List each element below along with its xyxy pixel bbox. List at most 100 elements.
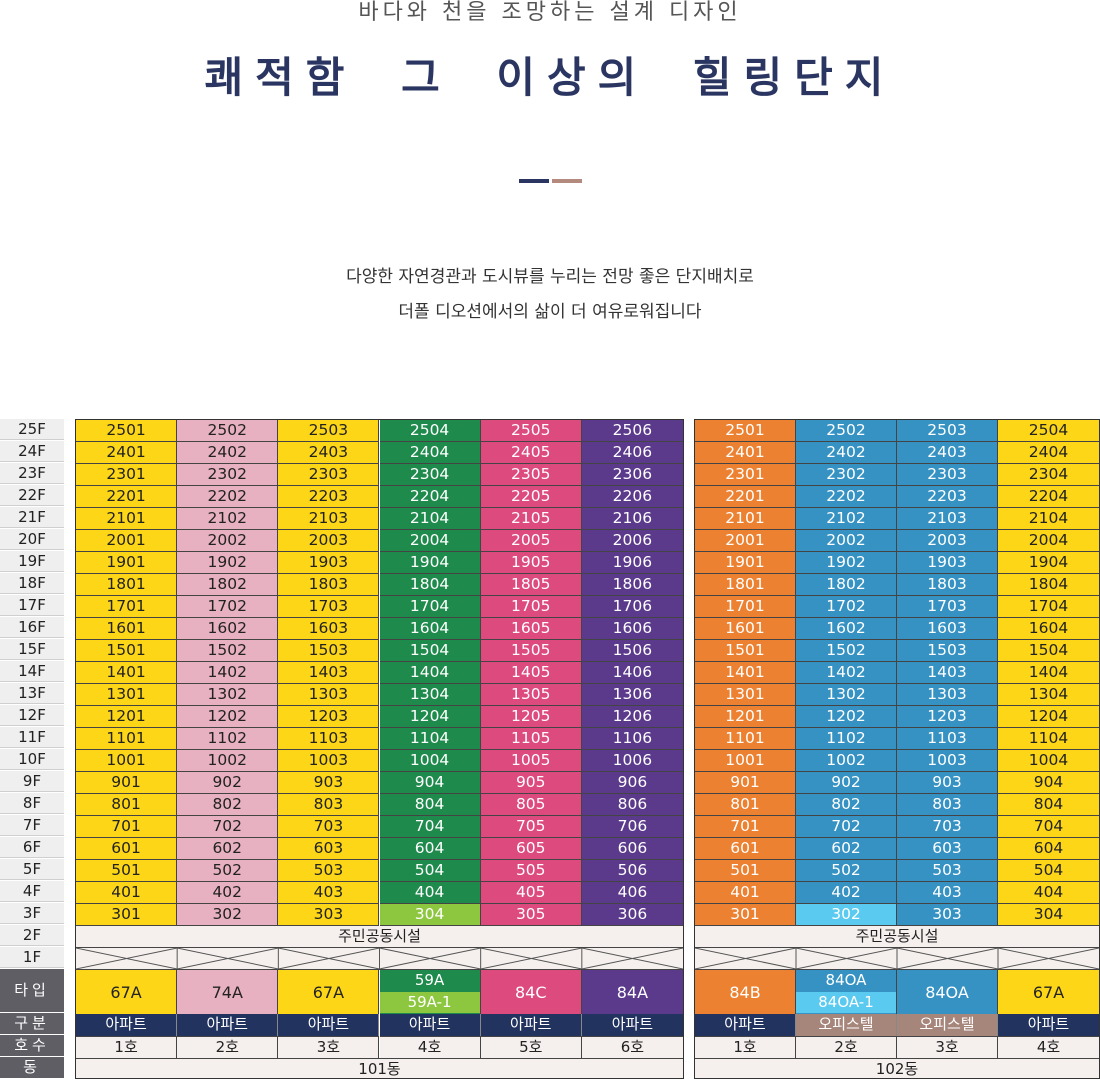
unit-cell[interactable]: 1503	[278, 640, 380, 662]
unit-cell[interactable]: 2101	[76, 508, 178, 530]
unit-cell[interactable]: 2102	[177, 508, 279, 530]
unit-cell[interactable]: 1102	[177, 728, 279, 750]
unit-cell[interactable]: 1003	[278, 750, 380, 772]
unit-cell[interactable]: 302	[796, 904, 897, 926]
unit-cell[interactable]: 1005	[480, 750, 582, 772]
unit-cell[interactable]: 405	[480, 882, 582, 904]
unit-cell[interactable]: 502	[177, 860, 279, 882]
unit-cell[interactable]: 302	[177, 904, 279, 926]
unit-cell[interactable]: 2402	[177, 442, 279, 464]
unit-cell[interactable]: 1204	[998, 706, 1099, 728]
unit-cell[interactable]: 1603	[278, 618, 380, 640]
unit-cell[interactable]: 804	[998, 794, 1099, 816]
unit-cell[interactable]: 1306	[581, 684, 683, 706]
unit-cell[interactable]: 1701	[695, 596, 796, 618]
unit-cell[interactable]: 1906	[581, 552, 683, 574]
unit-cell[interactable]: 2002	[796, 530, 897, 552]
unit-cell[interactable]: 901	[695, 772, 796, 794]
unit-cell[interactable]: 2304	[379, 464, 481, 486]
unit-cell[interactable]: 1501	[695, 640, 796, 662]
unit-cell[interactable]: 1705	[480, 596, 582, 618]
unit-cell[interactable]: 2301	[695, 464, 796, 486]
unit-cell[interactable]: 902	[177, 772, 279, 794]
unit-cell[interactable]: 601	[76, 838, 178, 860]
unit-cell[interactable]: 2306	[581, 464, 683, 486]
unit-cell[interactable]: 403	[278, 882, 380, 904]
unit-cell[interactable]: 1004	[379, 750, 481, 772]
unit-cell[interactable]: 2202	[177, 486, 279, 508]
unit-cell[interactable]: 2103	[278, 508, 380, 530]
unit-cell[interactable]: 1505	[480, 640, 582, 662]
unit-cell[interactable]: 1901	[76, 552, 178, 574]
unit-cell[interactable]: 1805	[480, 574, 582, 596]
unit-cell[interactable]: 903	[278, 772, 380, 794]
unit-cell[interactable]: 803	[897, 794, 998, 816]
unit-cell[interactable]: 802	[177, 794, 279, 816]
unit-cell[interactable]: 1106	[581, 728, 683, 750]
unit-cell[interactable]: 801	[695, 794, 796, 816]
unit-cell[interactable]: 503	[897, 860, 998, 882]
unit-cell[interactable]: 2104	[379, 508, 481, 530]
unit-cell[interactable]: 1702	[796, 596, 897, 618]
unit-cell[interactable]: 1802	[177, 574, 279, 596]
unit-cell[interactable]: 604	[379, 838, 481, 860]
unit-cell[interactable]: 902	[796, 772, 897, 794]
unit-cell[interactable]: 806	[581, 794, 683, 816]
unit-cell[interactable]: 701	[695, 816, 796, 838]
unit-cell[interactable]: 1303	[897, 684, 998, 706]
unit-cell[interactable]: 1902	[796, 552, 897, 574]
unit-cell[interactable]: 1706	[581, 596, 683, 618]
unit-cell[interactable]: 1303	[278, 684, 380, 706]
unit-cell[interactable]: 301	[695, 904, 796, 926]
unit-cell[interactable]: 1506	[581, 640, 683, 662]
unit-cell[interactable]: 1402	[177, 662, 279, 684]
unit-cell[interactable]: 504	[379, 860, 481, 882]
unit-cell[interactable]: 905	[480, 772, 582, 794]
unit-cell[interactable]: 2104	[998, 508, 1099, 530]
unit-cell[interactable]: 1502	[796, 640, 897, 662]
unit-cell[interactable]: 704	[379, 816, 481, 838]
unit-cell[interactable]: 2301	[76, 464, 178, 486]
unit-cell[interactable]: 1602	[177, 618, 279, 640]
unit-cell[interactable]: 903	[897, 772, 998, 794]
unit-cell[interactable]: 2201	[695, 486, 796, 508]
unit-cell[interactable]: 1401	[76, 662, 178, 684]
unit-cell[interactable]: 402	[177, 882, 279, 904]
unit-cell[interactable]: 2502	[177, 420, 279, 442]
unit-cell[interactable]: 1903	[897, 552, 998, 574]
unit-cell[interactable]: 306	[581, 904, 683, 926]
unit-cell[interactable]: 1202	[796, 706, 897, 728]
unit-cell[interactable]: 703	[278, 816, 380, 838]
unit-cell[interactable]: 2401	[695, 442, 796, 464]
unit-cell[interactable]: 1004	[998, 750, 1099, 772]
unit-cell[interactable]: 1301	[76, 684, 178, 706]
unit-cell[interactable]: 1606	[581, 618, 683, 640]
unit-cell[interactable]: 404	[998, 882, 1099, 904]
unit-cell[interactable]: 1002	[177, 750, 279, 772]
unit-cell[interactable]: 1904	[379, 552, 481, 574]
unit-cell[interactable]: 2102	[796, 508, 897, 530]
unit-cell[interactable]: 802	[796, 794, 897, 816]
unit-cell[interactable]: 504	[998, 860, 1099, 882]
unit-cell[interactable]: 1103	[278, 728, 380, 750]
unit-cell[interactable]: 2203	[278, 486, 380, 508]
unit-cell[interactable]: 1704	[379, 596, 481, 618]
unit-cell[interactable]: 2302	[796, 464, 897, 486]
unit-cell[interactable]: 1703	[278, 596, 380, 618]
unit-cell[interactable]: 702	[796, 816, 897, 838]
unit-cell[interactable]: 1206	[581, 706, 683, 728]
unit-cell[interactable]: 1902	[177, 552, 279, 574]
unit-cell[interactable]: 1304	[998, 684, 1099, 706]
unit-cell[interactable]: 1605	[480, 618, 582, 640]
unit-cell[interactable]: 1604	[379, 618, 481, 640]
unit-cell[interactable]: 904	[379, 772, 481, 794]
unit-cell[interactable]: 1405	[480, 662, 582, 684]
unit-cell[interactable]: 1801	[76, 574, 178, 596]
unit-cell[interactable]: 2004	[379, 530, 481, 552]
unit-cell[interactable]: 1203	[278, 706, 380, 728]
unit-cell[interactable]: 1305	[480, 684, 582, 706]
unit-cell[interactable]: 1301	[695, 684, 796, 706]
unit-cell[interactable]: 1601	[76, 618, 178, 640]
unit-cell[interactable]: 1702	[177, 596, 279, 618]
unit-cell[interactable]: 1202	[177, 706, 279, 728]
